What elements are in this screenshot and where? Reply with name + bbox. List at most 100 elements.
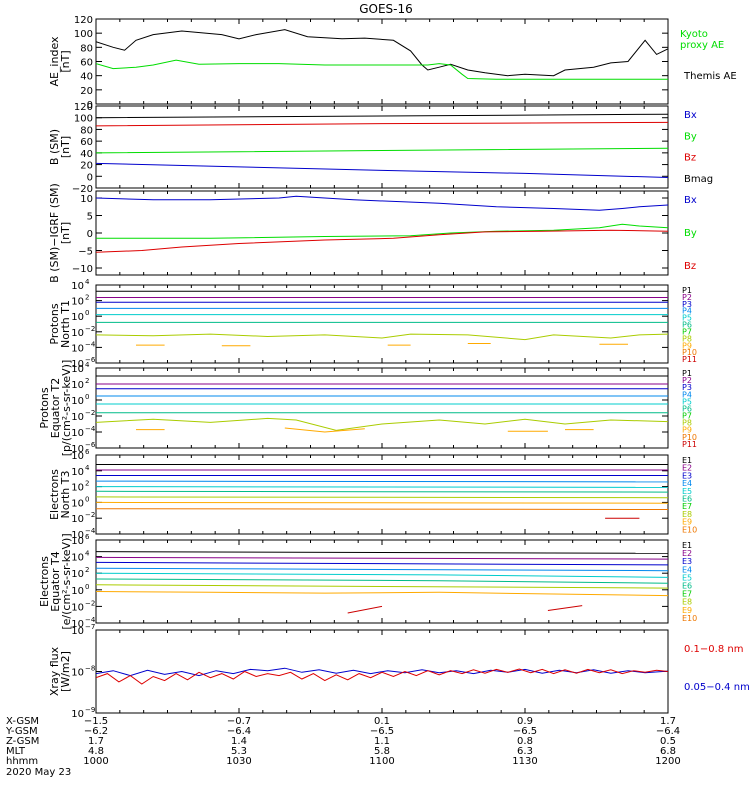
- y-tick-label: 40: [80, 149, 93, 160]
- legend-entry: By: [684, 131, 697, 142]
- panel-frame: [95, 105, 669, 189]
- channel-label: E5: [682, 573, 692, 582]
- y-tick-exponent: −7: [85, 623, 95, 631]
- series-line: [547, 605, 583, 611]
- series-line: [96, 556, 668, 560]
- y-tick-label: 5: [87, 212, 93, 223]
- series-line: [96, 333, 668, 341]
- y-tick-label: 10: [71, 619, 84, 630]
- orbit-value: 1000: [83, 756, 108, 767]
- channel-label: E10: [682, 525, 697, 534]
- channel-label: P7: [682, 412, 692, 421]
- panel-frame: [95, 454, 669, 535]
- y-tick-exponent: 6: [85, 448, 90, 456]
- channel-label: P2: [682, 293, 692, 302]
- orbit-value: 5.3: [231, 746, 247, 757]
- y-tick-exponent: −9: [85, 706, 95, 714]
- y-tick-exponent: −2: [85, 325, 95, 333]
- y-tick-label: 20: [80, 86, 93, 97]
- y-axis-label: [e/(cm²-s-sr-keV)]: [60, 533, 73, 629]
- channel-label: P1: [682, 286, 692, 295]
- orbit-value: 1200: [655, 756, 680, 767]
- orbit-row-label: hhmm: [6, 756, 38, 767]
- channel-label: E7: [682, 590, 692, 599]
- y-tick-label: 10: [71, 444, 84, 455]
- channel-label: E9: [682, 606, 692, 615]
- channel-label: P1: [682, 369, 692, 378]
- series-line: [347, 605, 383, 614]
- channel-label: P11: [682, 355, 697, 364]
- series-line: [96, 59, 668, 80]
- orbit-value: −6.4: [656, 726, 680, 737]
- orbit-row-label: X-GSM: [6, 716, 39, 727]
- channel-label: P9: [682, 426, 692, 435]
- channel-label: E3: [682, 557, 692, 566]
- y-tick-label: 80: [80, 43, 93, 54]
- y-tick-exponent: 0: [85, 495, 89, 503]
- series-line: [96, 229, 668, 253]
- panel-frame: [95, 190, 669, 276]
- legend-entry: Bz: [684, 153, 696, 164]
- legend-entry: Themis AE: [683, 71, 737, 82]
- series-line: [96, 113, 668, 119]
- series-line: [96, 147, 668, 154]
- channel-label: P11: [682, 440, 697, 449]
- y-tick-exponent: 4: [85, 464, 90, 472]
- y-axis-label: AE_index: [48, 36, 61, 87]
- series-line: [96, 591, 668, 597]
- y-tick-label: 10: [71, 364, 84, 375]
- y-tick-exponent: 2: [85, 480, 89, 488]
- series-line: [96, 121, 668, 127]
- channel-label: P4: [682, 307, 692, 316]
- y-tick-label: 10: [71, 359, 84, 370]
- series-line: [96, 195, 668, 211]
- channel-label: P4: [682, 390, 692, 399]
- series-line: [96, 508, 668, 510]
- orbit-value: −6.5: [513, 726, 537, 737]
- y-tick-label: 10: [71, 396, 84, 407]
- orbit-value: −6.5: [370, 726, 394, 737]
- y-axis-label: Equator T2: [49, 378, 62, 438]
- legend-entry: By: [684, 228, 697, 239]
- channel-label: E4: [682, 479, 692, 488]
- orbit-value: 1.7: [660, 716, 676, 727]
- orbit-value: 6.3: [517, 746, 533, 757]
- orbit-value: 6.8: [660, 746, 676, 757]
- channel-label: P10: [682, 433, 697, 442]
- channel-label: E1: [682, 541, 692, 550]
- y-tick-label: 10: [71, 668, 84, 679]
- y-axis-label: [nT]: [59, 222, 72, 244]
- series-line: [284, 427, 365, 433]
- series-line: [96, 668, 668, 685]
- legend-entry: Bx: [684, 195, 697, 206]
- y-tick-exponent: 2: [85, 566, 89, 574]
- orbit-row-label: Y-GSM: [5, 726, 38, 737]
- y-tick-label: 80: [80, 125, 93, 136]
- y-tick-label: 10: [71, 312, 84, 323]
- y-tick-label: 10: [71, 553, 84, 564]
- y-tick-label: 60: [80, 58, 93, 69]
- series-line: [96, 667, 668, 677]
- y-tick-exponent: 2: [85, 294, 89, 302]
- y-tick-exponent: 4: [85, 278, 90, 286]
- y-tick-label: 10: [71, 626, 84, 637]
- legend-entry: Bx: [684, 110, 697, 121]
- channel-label: P2: [682, 376, 692, 385]
- y-tick-label: 10: [71, 428, 84, 439]
- channel-label: E10: [682, 614, 697, 623]
- y-tick-label: 10: [71, 281, 84, 292]
- legend-entry: Kyoto: [680, 29, 708, 40]
- y-tick-label: 10: [71, 483, 84, 494]
- y-tick-exponent: −8: [85, 665, 95, 673]
- orbit-value: 0.9: [517, 716, 533, 727]
- channel-label: E1: [682, 456, 692, 465]
- channel-label: P6: [682, 404, 692, 413]
- y-tick-label: −5: [78, 247, 93, 258]
- channel-label: P10: [682, 348, 697, 357]
- y-tick-label: 10: [71, 536, 84, 547]
- y-axis-label: Protons: [48, 303, 61, 344]
- y-tick-label: 100: [74, 114, 93, 125]
- series-line: [96, 417, 668, 431]
